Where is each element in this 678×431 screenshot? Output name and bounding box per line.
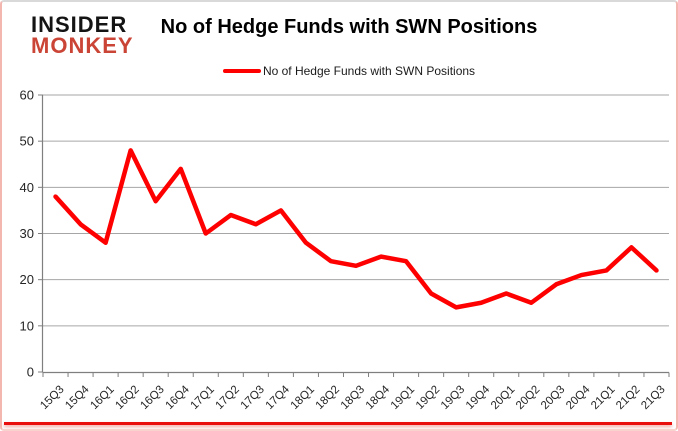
- chart-title: No of Hedge Funds with SWN Positions: [160, 16, 538, 38]
- x-tick-label: 19Q3: [439, 384, 467, 412]
- x-tick-label: 21Q2: [614, 384, 642, 412]
- y-tick-label: 50: [20, 134, 34, 149]
- y-tick-label: 10: [20, 318, 34, 333]
- x-tick-label: 21Q1: [589, 384, 617, 412]
- logo-text-monkey: MONKEY: [31, 32, 134, 58]
- legend: No of Hedge Funds with SWN Positions: [122, 64, 576, 78]
- logo-text-insider: INSIDER: [31, 12, 128, 37]
- x-axis-labels: 15Q315Q416Q116Q216Q316Q417Q117Q217Q317Q4…: [38, 383, 667, 412]
- y-tick-label: 20: [20, 272, 34, 287]
- legend-label: No of Hedge Funds with SWN Positions: [262, 64, 476, 78]
- x-tick-label: 18Q4: [364, 383, 393, 412]
- bottom-red-bar: [4, 422, 672, 425]
- series-line-hedge-funds: [53, 148, 659, 310]
- x-tick-label: 19Q2: [414, 384, 442, 412]
- x-tick-label: 18Q2: [314, 384, 342, 412]
- x-tick-label: 15Q4: [63, 383, 92, 412]
- x-tick-label: 19Q4: [464, 383, 493, 412]
- y-tick-label: 60: [20, 88, 34, 103]
- x-tick-label: 21Q3: [639, 384, 667, 412]
- x-tick-label: 17Q4: [264, 383, 293, 412]
- x-tick-label: 16Q2: [113, 384, 141, 412]
- x-tick-label: 20Q1: [489, 384, 517, 412]
- y-axis-labels: 0 10 20 30 40 50 60: [20, 88, 34, 380]
- y-tick-label: 40: [20, 180, 34, 195]
- x-tick-label: 16Q4: [163, 383, 192, 412]
- x-tick-label: 20Q2: [514, 384, 542, 412]
- x-tick-label: 17Q1: [188, 384, 216, 412]
- x-tick-label: 17Q3: [239, 384, 267, 412]
- x-tick-label: 15Q3: [38, 384, 66, 412]
- insider-monkey-logo: INSIDER MONKEY: [31, 12, 134, 58]
- tick-marks: [38, 94, 670, 377]
- x-tick-label: 17Q2: [214, 384, 242, 412]
- x-tick-label: 16Q1: [88, 384, 116, 412]
- x-tick-label: 18Q3: [339, 384, 367, 412]
- x-tick-label: 20Q4: [564, 383, 593, 412]
- x-tick-label: 16Q3: [138, 384, 166, 412]
- y-tick-label: 0: [27, 365, 34, 380]
- gridlines: [43, 94, 669, 327]
- x-tick-label: 20Q3: [539, 384, 567, 412]
- y-tick-label: 30: [20, 226, 34, 241]
- x-tick-label: 19Q1: [389, 384, 417, 412]
- x-tick-label: 18Q1: [289, 384, 317, 412]
- legend-line-swatch: [222, 68, 261, 73]
